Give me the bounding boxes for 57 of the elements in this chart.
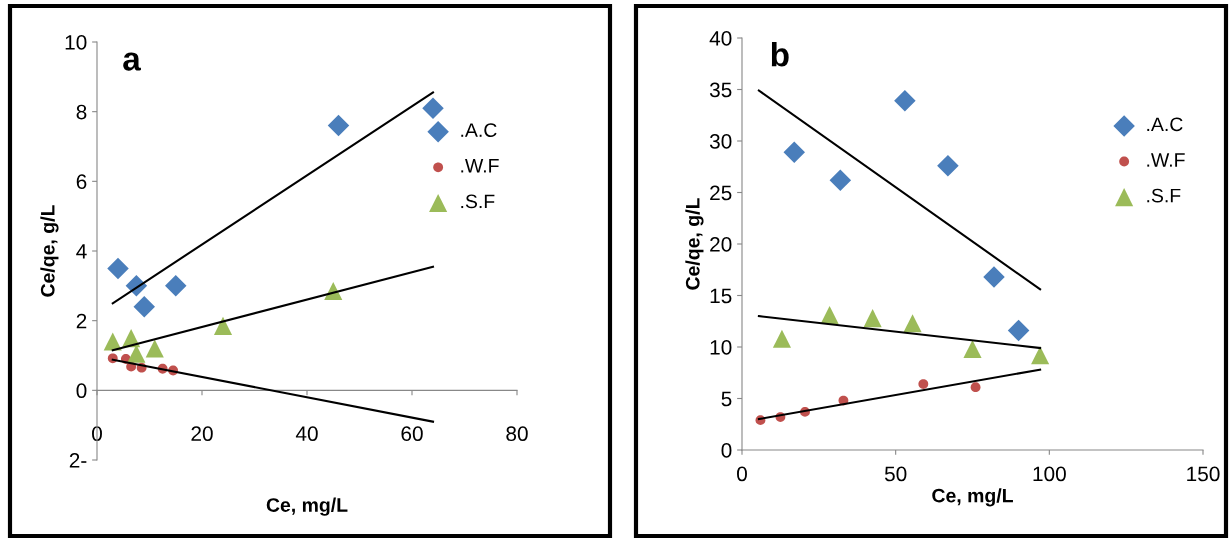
point bbox=[894, 90, 916, 112]
y-tick-label: 10 bbox=[65, 35, 87, 50]
point bbox=[963, 340, 982, 359]
x-tick-label: 50 bbox=[884, 466, 907, 482]
annotation: a bbox=[123, 52, 141, 71]
point bbox=[772, 329, 792, 348]
x-tick-label: 150 bbox=[1187, 466, 1220, 482]
legend-label: .W.F bbox=[1147, 153, 1185, 167]
y-tick-label: 20 bbox=[710, 237, 732, 252]
point bbox=[327, 114, 350, 137]
y-tick-label: 6 bbox=[76, 174, 87, 190]
point bbox=[829, 169, 852, 191]
legend-label: .A.C bbox=[461, 123, 497, 137]
point bbox=[213, 316, 233, 335]
annotation: b bbox=[771, 42, 789, 67]
y-tick-label: 5 bbox=[721, 391, 732, 407]
y-tick-label: 25 bbox=[710, 185, 732, 201]
point bbox=[970, 382, 981, 393]
point bbox=[164, 275, 187, 297]
point bbox=[107, 257, 129, 280]
x-tick-label: 40 bbox=[295, 426, 318, 442]
x-tick-label: 60 bbox=[401, 426, 423, 442]
legend-label: .A.C bbox=[1147, 117, 1183, 132]
point bbox=[783, 141, 806, 164]
point bbox=[1007, 319, 1030, 342]
point bbox=[863, 309, 882, 328]
x-tick-label: 0 bbox=[92, 426, 102, 442]
y-axis-title: Ce/qe, g/L bbox=[40, 205, 59, 297]
y-tick-label: 35 bbox=[709, 82, 732, 98]
x-tick-label: 80 bbox=[506, 426, 528, 442]
y-axis-title: Ce/qe, g/L bbox=[685, 198, 704, 290]
point bbox=[422, 97, 444, 119]
y-tick-label: 40 bbox=[709, 31, 732, 46]
legend-label: .S.F bbox=[461, 194, 495, 209]
point bbox=[937, 154, 959, 177]
point bbox=[1031, 346, 1050, 365]
y-tick-label: 0 bbox=[721, 443, 732, 458]
y-tick-label: 2- bbox=[69, 453, 87, 468]
y-tick-label: 0 bbox=[76, 383, 87, 399]
y-tick-label: 15 bbox=[710, 288, 732, 304]
legend-label: .S.F bbox=[1147, 188, 1181, 203]
x-tick-label: 100 bbox=[1033, 466, 1066, 482]
y-tick-label: 8 bbox=[76, 104, 87, 120]
y-tick-label: 30 bbox=[709, 134, 732, 149]
y-tick-label: 10 bbox=[710, 340, 732, 355]
x-tick-label: 20 bbox=[191, 426, 213, 442]
x-axis-title: Ce, mg/L bbox=[266, 497, 348, 516]
y-tick-label: 2 bbox=[76, 313, 87, 329]
y-tick-label: 4 bbox=[76, 244, 87, 259]
point bbox=[918, 379, 929, 389]
point bbox=[145, 339, 164, 358]
point bbox=[133, 295, 156, 318]
x-tick-label: 0 bbox=[737, 466, 747, 482]
point bbox=[983, 266, 1005, 288]
point bbox=[903, 314, 922, 333]
x-axis-title: Ce, mg/L bbox=[932, 488, 1013, 507]
legend-label: .W.F bbox=[461, 159, 499, 173]
